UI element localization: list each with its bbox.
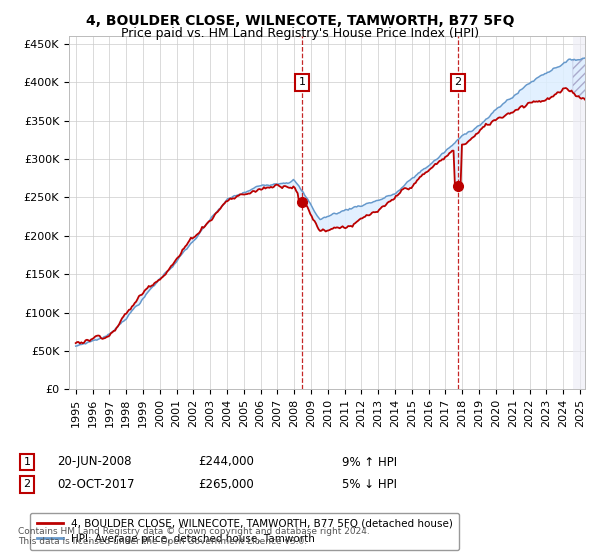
Text: Price paid vs. HM Land Registry's House Price Index (HPI): Price paid vs. HM Land Registry's House … (121, 27, 479, 40)
Legend: 4, BOULDER CLOSE, WILNECOTE, TAMWORTH, B77 5FQ (detached house), HPI: Average pr: 4, BOULDER CLOSE, WILNECOTE, TAMWORTH, B… (31, 512, 459, 550)
Text: 1: 1 (23, 457, 31, 467)
Text: £265,000: £265,000 (198, 478, 254, 491)
Text: 20-JUN-2008: 20-JUN-2008 (57, 455, 131, 469)
Text: £244,000: £244,000 (198, 455, 254, 469)
Text: 9% ↑ HPI: 9% ↑ HPI (342, 455, 397, 469)
Text: 5% ↓ HPI: 5% ↓ HPI (342, 478, 397, 491)
Text: 02-OCT-2017: 02-OCT-2017 (57, 478, 134, 491)
Text: Contains HM Land Registry data © Crown copyright and database right 2024.
This d: Contains HM Land Registry data © Crown c… (18, 526, 370, 546)
Text: 4, BOULDER CLOSE, WILNECOTE, TAMWORTH, B77 5FQ: 4, BOULDER CLOSE, WILNECOTE, TAMWORTH, B… (86, 14, 514, 28)
Text: 2: 2 (23, 479, 31, 489)
Text: 2: 2 (455, 77, 461, 87)
Text: 1: 1 (298, 77, 305, 87)
